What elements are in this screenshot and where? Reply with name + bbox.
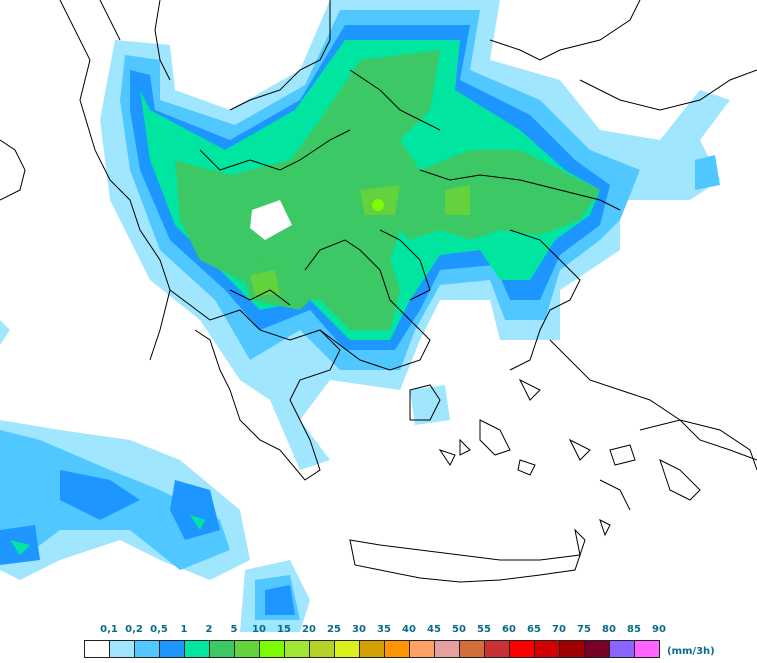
legend-threshold-label: 55 [477,624,491,635]
legend-threshold-label: 45 [427,624,441,635]
legend-swatch [334,640,360,658]
legend-swatch [259,640,285,658]
legend-swatch [384,640,410,658]
legend-swatch [634,640,660,658]
legend-threshold-label: 60 [502,624,516,635]
legend-threshold-label: 25 [327,624,341,635]
legend-threshold-label: 10 [252,624,266,635]
legend-swatch [109,640,135,658]
legend-threshold-label: 0,5 [150,624,168,635]
legend-threshold-label: 35 [377,624,391,635]
legend-swatch [309,640,335,658]
legend-swatch [284,640,310,658]
legend-threshold-label: 30 [352,624,366,635]
legend-threshold-label: 2 [205,624,213,635]
legend-swatch [609,640,635,658]
legend-swatch [584,640,610,658]
legend-swatch [234,640,260,658]
legend-swatch [434,640,460,658]
legend-threshold-label: 1 [180,624,188,635]
legend-threshold-label: 70 [552,624,566,635]
legend-threshold-label: 85 [627,624,641,635]
legend-swatch [359,640,385,658]
legend-threshold-label: 80 [602,624,616,635]
legend-threshold-label: 0,1 [100,624,118,635]
legend-swatch [134,640,160,658]
legend-unit-label: (mm/3h) [667,646,715,657]
legend-swatch [184,640,210,658]
dry-area [250,200,292,240]
legend-swatch [484,640,510,658]
legend-threshold-label: 40 [402,624,416,635]
legend-swatch [559,640,585,658]
precipitation-map [0,0,757,632]
legend-swatch [84,640,110,658]
legend-swatch [159,640,185,658]
legend-swatch [209,640,235,658]
legend-threshold-label: 90 [652,624,666,635]
legend-swatch [409,640,435,658]
coastlines-and-borders [0,0,757,583]
precip-field-peak [372,199,384,211]
legend-threshold-label: 20 [302,624,316,635]
legend-swatch [509,640,535,658]
legend-swatch [459,640,485,658]
legend-threshold-label: 15 [277,624,291,635]
legend-swatch [534,640,560,658]
legend-threshold-label: 0,2 [125,624,143,635]
legend-threshold-label: 65 [527,624,541,635]
legend-threshold-label: 50 [452,624,466,635]
legend-threshold-label: 75 [577,624,591,635]
legend-threshold-label: 5 [230,624,238,635]
